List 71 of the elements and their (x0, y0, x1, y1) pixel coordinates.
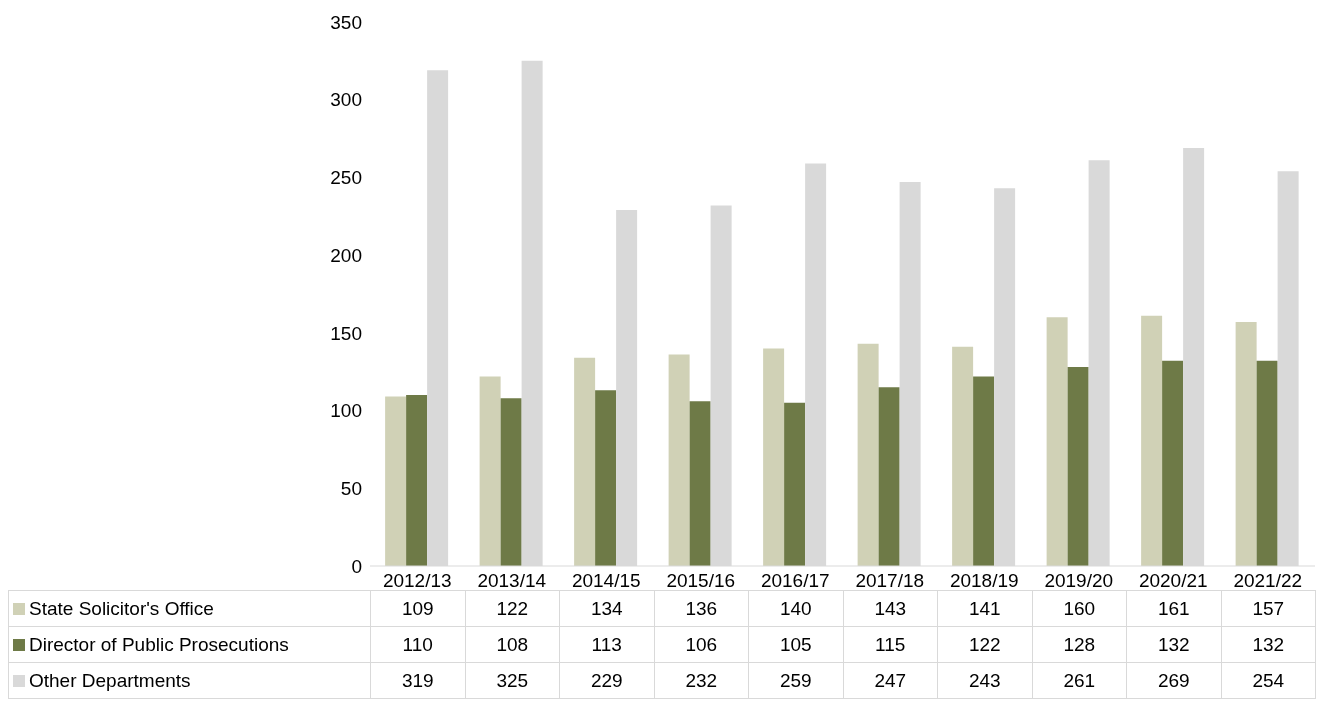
data-label: 122 (465, 590, 560, 627)
bar (973, 376, 995, 566)
data-label: 136 (654, 590, 749, 627)
x-tick-label: 2013/14 (477, 570, 547, 592)
bar (668, 354, 690, 566)
bar (1046, 317, 1068, 566)
y-tick-label: 50 (340, 478, 362, 500)
data-label: 128 (1032, 626, 1127, 663)
bar (574, 357, 596, 566)
bar (406, 395, 428, 566)
bar (479, 376, 501, 566)
data-label: 106 (654, 626, 749, 663)
data-label: 247 (843, 662, 938, 699)
data-label: 157 (1221, 590, 1316, 627)
data-label: 115 (843, 626, 938, 663)
data-label: 134 (559, 590, 654, 627)
bar (784, 402, 806, 566)
data-label: 110 (370, 626, 465, 663)
bar (689, 401, 711, 566)
data-label: 243 (937, 662, 1032, 699)
data-label: 261 (1032, 662, 1127, 699)
data-label: 132 (1221, 626, 1316, 663)
bar (952, 346, 974, 566)
bar (878, 387, 900, 566)
data-label: 132 (1126, 626, 1221, 663)
data-label: 160 (1032, 590, 1127, 627)
x-tick-label: 2014/15 (571, 570, 641, 592)
data-label: 140 (748, 590, 843, 627)
data-label: 254 (1221, 662, 1316, 699)
bar (595, 390, 617, 566)
x-tick-label: 2012/13 (382, 570, 452, 592)
y-tick-label: 100 (330, 400, 362, 422)
data-label: 229 (559, 662, 654, 699)
data-label: 161 (1126, 590, 1221, 627)
y-tick-label: 300 (330, 89, 362, 111)
data-label: 259 (748, 662, 843, 699)
bar (763, 348, 785, 566)
x-tick-label: 2015/16 (666, 570, 736, 592)
y-tick-label: 350 (330, 11, 362, 33)
bar (1141, 315, 1163, 566)
data-label: 105 (748, 626, 843, 663)
data-label: 113 (559, 626, 654, 663)
data-label: 269 (1126, 662, 1221, 699)
data-label: 109 (370, 590, 465, 627)
data-label: 122 (937, 626, 1032, 663)
x-tick-label: 2020/21 (1138, 570, 1208, 592)
legend-label: Other Departments (8, 662, 371, 699)
data-label: 232 (654, 662, 749, 699)
x-tick-label: 2016/17 (760, 570, 830, 592)
data-label: 319 (370, 662, 465, 699)
x-tick-label: 2017/18 (855, 570, 925, 592)
y-tick-label: 150 (330, 322, 362, 344)
data-label: 325 (465, 662, 560, 699)
bar (1162, 360, 1184, 566)
bar (500, 398, 522, 566)
bar (1256, 360, 1278, 566)
x-tick-label: 2019/20 (1044, 570, 1114, 592)
legend-label: State Solicitor's Office (8, 590, 371, 627)
x-tick-label: 2021/22 (1233, 570, 1303, 592)
data-label: 141 (937, 590, 1032, 627)
bar (1067, 367, 1089, 566)
legend-label: Director of Public Prosecutions (8, 626, 371, 663)
bar (385, 396, 407, 566)
y-tick-label: 250 (330, 167, 362, 189)
bar (1235, 321, 1257, 566)
y-tick-label: 0 (351, 555, 362, 577)
y-tick-label: 200 (330, 244, 362, 266)
bar (857, 343, 879, 566)
data-label: 143 (843, 590, 938, 627)
x-tick-label: 2018/19 (949, 570, 1019, 592)
data-label: 108 (465, 626, 560, 663)
